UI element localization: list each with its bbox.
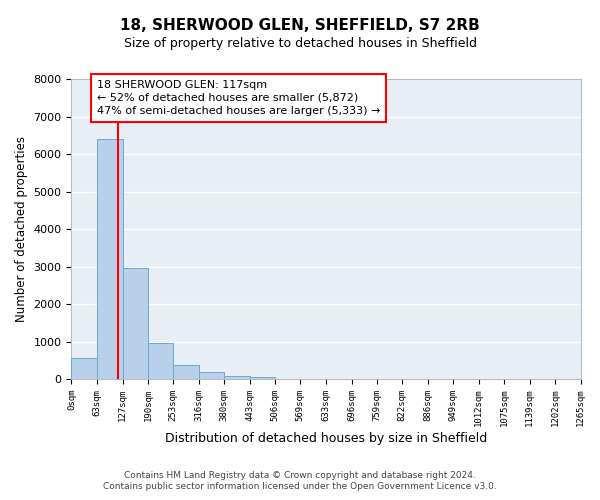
Bar (250, 377, 275, 379)
Text: Contains HM Land Registry data © Crown copyright and database right 2024.: Contains HM Land Registry data © Crown c… (124, 470, 476, 480)
Bar (148, 342, 173, 379)
Bar (97, 139, 122, 379)
Bar (224, 376, 250, 379)
Bar (199, 372, 224, 379)
Text: 18 SHERWOOD GLEN: 117sqm
← 52% of detached houses are smaller (5,872)
47% of sem: 18 SHERWOOD GLEN: 117sqm ← 52% of detach… (97, 80, 380, 116)
Y-axis label: Number of detached properties: Number of detached properties (15, 136, 28, 322)
Text: Contains public sector information licensed under the Open Government Licence v3: Contains public sector information licen… (103, 482, 497, 491)
Bar (173, 365, 199, 379)
Text: Size of property relative to detached houses in Sheffield: Size of property relative to detached ho… (124, 38, 476, 51)
X-axis label: Distribution of detached houses by size in Sheffield: Distribution of detached houses by size … (165, 432, 487, 445)
Text: 18, SHERWOOD GLEN, SHEFFIELD, S7 2RB: 18, SHERWOOD GLEN, SHEFFIELD, S7 2RB (120, 18, 480, 32)
Bar (71, 358, 97, 379)
Bar (122, 268, 148, 379)
